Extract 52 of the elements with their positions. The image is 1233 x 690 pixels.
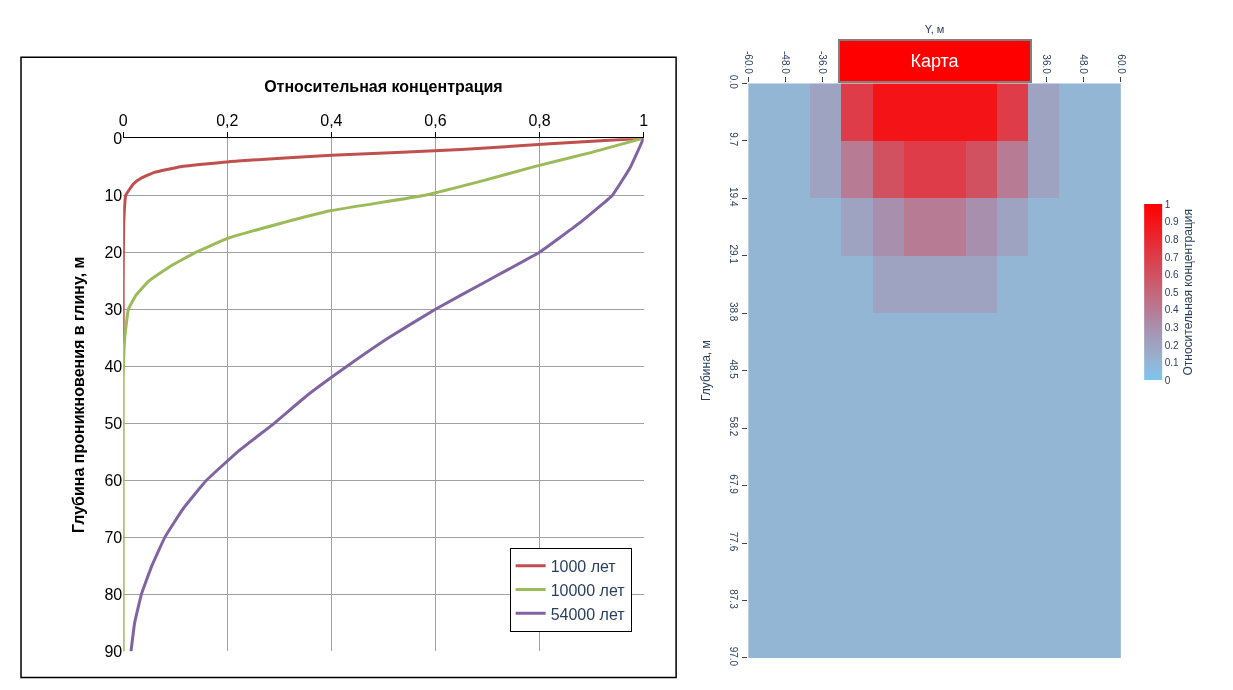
- y-axis-title: Глубина, м: [698, 340, 713, 401]
- x-axis-title: Относительная концентрация: [264, 77, 503, 95]
- color-bar-label: 0.5: [1164, 286, 1179, 298]
- x-tick-label: 0,2: [216, 111, 239, 129]
- color-bar-label: 0.6: [1164, 269, 1179, 281]
- color-bar-label: 0.9: [1164, 216, 1179, 228]
- y-tick-label: 30: [104, 300, 123, 318]
- x-tick-label: 1: [639, 111, 649, 129]
- x-tick-label: 0,8: [528, 111, 551, 129]
- legend-label: 1000 лет: [550, 557, 617, 575]
- y-tick-label: 40: [104, 357, 123, 375]
- y-tick-label: 60: [104, 471, 123, 489]
- y-axis-title: Глубина проникновения в глину, м: [70, 256, 88, 534]
- y-tick-label: 70: [104, 528, 123, 546]
- x-axis-title: Y, м: [924, 22, 945, 35]
- color-bar-label: 0.1: [1164, 357, 1179, 369]
- y-tick-label: 50: [104, 414, 123, 432]
- y-tick-label: 87.3: [728, 589, 740, 610]
- y-tick-label: 67.9: [728, 474, 740, 495]
- y-tick-label: 10: [104, 186, 123, 204]
- color-bar-label: 0.2: [1164, 339, 1179, 351]
- color-bar-label: 0.4: [1164, 304, 1179, 316]
- y-tick-label: 38.8: [728, 301, 740, 322]
- legend-label: 10000 лет: [550, 581, 626, 599]
- legend-label: 54000 лет: [550, 605, 626, 623]
- y-tick-label: 20: [104, 243, 123, 261]
- x-tick-label: -60.0: [742, 51, 754, 75]
- color-bar-label: 0.3: [1164, 321, 1179, 333]
- y-tick-label: 80: [104, 585, 123, 603]
- color-bar-label: 0.7: [1164, 251, 1179, 263]
- color-bar-title: Относительная концентрация: [1181, 209, 1195, 376]
- x-tick-label: -48.0: [780, 51, 792, 75]
- y-tick-label: 58.2: [728, 416, 740, 437]
- color-bar-label: 0.8: [1164, 233, 1179, 245]
- y-tick-label: 77.6: [728, 531, 740, 552]
- y-tick-label: 48.5: [728, 359, 740, 380]
- y-tick-label: 29.1: [728, 244, 740, 265]
- y-tick-label: 0.0: [728, 74, 740, 90]
- y-tick-label: 19.4: [728, 187, 740, 207]
- y-tick-label: 90: [104, 643, 123, 661]
- color-bar-label: 0: [1164, 374, 1171, 386]
- x-tick-label: 48.0: [1078, 54, 1090, 75]
- x-tick-label: -36.0: [817, 51, 829, 75]
- x-tick-label: 36.0: [1041, 54, 1053, 75]
- color-bar-label: 1: [1164, 198, 1171, 210]
- y-tick-label: 9.7: [728, 132, 740, 147]
- x-tick-label: 60.0: [1115, 54, 1127, 75]
- x-tick-label: 0,4: [320, 111, 343, 129]
- y-tick-label: 97.0: [728, 646, 740, 667]
- y-tick-label: 0: [113, 129, 123, 147]
- text: Карта: [910, 51, 960, 71]
- x-tick-label: 0,6: [424, 111, 447, 129]
